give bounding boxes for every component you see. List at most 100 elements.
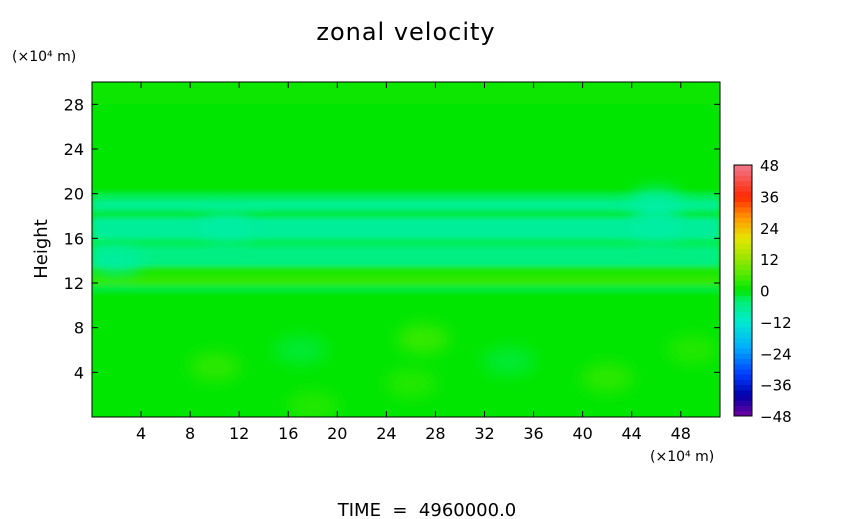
- heatmap-band: [92, 193, 720, 201]
- y-tick-label: 16: [64, 229, 84, 248]
- colorbar-segment: [734, 363, 752, 370]
- colorbar-segment: [734, 212, 752, 218]
- colorbar-segment: [734, 384, 752, 391]
- heatmap-blob: [483, 347, 536, 376]
- colorbar-segment: [734, 290, 752, 297]
- colorbar-segment: [734, 379, 752, 386]
- colorbar-segment: [734, 170, 752, 176]
- x-tick-label: 36: [523, 424, 543, 443]
- heatmap-blob: [274, 336, 327, 364]
- heatmap-band: [92, 200, 720, 211]
- heatmap-band: [92, 238, 720, 248]
- colorbar-tick-label: −24: [760, 345, 792, 363]
- colorbar-segment: [734, 180, 752, 187]
- y-tick-label: 8: [74, 319, 84, 338]
- plot-frame: [91, 81, 721, 418]
- colorbar-segment: [734, 248, 752, 255]
- x-tick-label: 12: [229, 424, 249, 443]
- colorbar-segment: [734, 374, 752, 380]
- colorbar-tick-label: 36: [760, 188, 779, 206]
- colorbar-tick-label: −36: [760, 377, 792, 395]
- heatmap-band: [92, 291, 720, 417]
- heatmap-blob: [200, 213, 253, 242]
- colorbar-segment: [734, 311, 752, 318]
- y-unit-label: (×10⁴ m): [12, 49, 76, 65]
- y-axis-ticks: 4 8 12 16 20 24 28: [64, 95, 720, 382]
- x-tick-label: 32: [474, 424, 494, 443]
- y-axis-label: Height: [31, 219, 52, 279]
- colorbar: [734, 164, 752, 417]
- colorbar-segment: [734, 295, 752, 302]
- colorbar-segment: [734, 368, 752, 375]
- colorbar-segment: [734, 306, 752, 312]
- colorbar-segment: [734, 222, 752, 229]
- heatmap-band: [92, 266, 720, 278]
- colorbar-segment: [734, 332, 752, 339]
- colorbar-segment: [734, 300, 752, 307]
- colorbar-segment: [734, 243, 752, 250]
- colorbar-tick-label: −48: [760, 408, 792, 426]
- heatmap-blob: [92, 246, 143, 275]
- colorbar-segment: [734, 264, 752, 271]
- colorbar-segment: [734, 165, 752, 171]
- heatmap-area: [92, 82, 720, 417]
- colorbar-segment: [734, 316, 752, 323]
- colorbar-tick-label: −12: [760, 314, 792, 332]
- x-tick-label: 24: [376, 424, 396, 443]
- heatmap-band: [92, 247, 720, 267]
- colorbar-segment: [734, 327, 752, 333]
- heatmap-band: [92, 218, 720, 239]
- y-tick-label: 24: [64, 140, 84, 159]
- chart-title: zonal velocity: [316, 18, 495, 46]
- colorbar-tick-label: 12: [760, 251, 779, 269]
- colorbar-segment: [734, 321, 752, 328]
- colorbar-segment: [734, 285, 752, 291]
- x-unit-label: (×10⁴ m): [650, 449, 714, 465]
- colorbar-segment: [734, 238, 752, 244]
- colorbar-segment: [734, 191, 752, 197]
- x-tick-label: 16: [278, 424, 298, 443]
- colorbar-segment: [734, 206, 752, 213]
- colorbar-segment: [734, 201, 752, 208]
- heatmap-band: [92, 285, 720, 292]
- x-tick-label: 8: [185, 424, 195, 443]
- y-tick-label: 12: [64, 274, 84, 293]
- heatmap-blob: [581, 363, 634, 392]
- heatmap-blob: [384, 369, 437, 398]
- heatmap-blobs: [92, 188, 720, 417]
- colorbar-segment: [734, 358, 752, 365]
- colorbar-segment: [734, 259, 752, 265]
- colorbar-segment: [734, 395, 752, 401]
- x-tick-label: 20: [327, 424, 347, 443]
- heatmap-band: [92, 104, 720, 194]
- colorbar-segment: [734, 410, 752, 417]
- x-axis-ticks: 4 8 12 16 20 24 28 32 36 40 44 48: [136, 82, 691, 443]
- colorbar-segment: [734, 185, 752, 192]
- colorbar-ticks: 48 36 24 12 0 −12 −24 −36 −48: [760, 157, 792, 426]
- heatmap-band: [92, 210, 720, 219]
- x-tick-label: 48: [671, 424, 691, 443]
- colorbar-segment: [734, 227, 752, 234]
- colorbar-tick-label: 0: [760, 283, 770, 301]
- colorbar-segment: [734, 196, 752, 203]
- heatmap-band: [92, 277, 720, 286]
- heatmap-blob: [286, 391, 339, 417]
- colorbar-segment: [734, 269, 752, 276]
- x-tick-label: 40: [572, 424, 592, 443]
- colorbar-frame: [733, 164, 753, 417]
- heatmap-blob: [667, 336, 720, 364]
- colorbar-segment: [734, 405, 752, 412]
- heatmap-blob: [188, 352, 241, 381]
- heatmap-blob: [630, 188, 683, 217]
- colorbar-segment: [734, 353, 752, 359]
- heatmap-blob: [397, 324, 450, 353]
- y-tick-label: 4: [74, 363, 84, 382]
- time-footer: TIME = 4960000.0: [337, 500, 517, 519]
- colorbar-segment: [734, 253, 752, 260]
- colorbar-segment: [734, 389, 752, 396]
- heatmap-blob: [630, 213, 683, 242]
- y-tick-label: 20: [64, 185, 84, 204]
- x-tick-label: 44: [622, 424, 642, 443]
- x-tick-label: 28: [425, 424, 445, 443]
- colorbar-segment: [734, 348, 752, 354]
